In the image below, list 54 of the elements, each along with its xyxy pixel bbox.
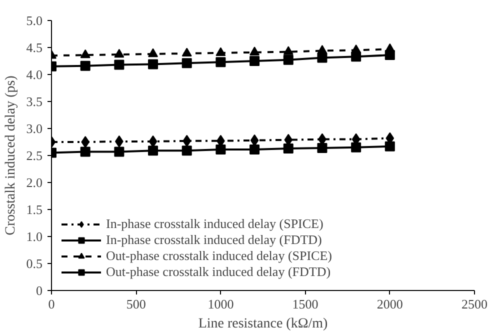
y-tick-label: 2.0 — [26, 175, 42, 190]
y-tick-label: 5.0 — [26, 13, 42, 28]
point — [250, 144, 260, 155]
y-tick-label: 3.5 — [26, 94, 42, 109]
point — [114, 146, 124, 157]
point — [148, 59, 158, 70]
point — [148, 135, 158, 148]
legend-label: Out-phase crosstalk induced delay (FDTD) — [106, 264, 331, 280]
point — [114, 60, 124, 70]
y-tick-label: 0 — [36, 283, 42, 298]
point — [216, 57, 226, 68]
x-tick-label: 0 — [48, 296, 55, 312]
point — [317, 45, 328, 54]
point — [81, 136, 90, 148]
point — [114, 48, 124, 58]
point — [182, 146, 192, 156]
point — [148, 48, 158, 58]
x-axis-title: Line resistance (kΩ/m) — [198, 316, 328, 332]
x-tick-label: 2500 — [462, 296, 488, 312]
x-tick-label: 1000 — [208, 296, 234, 312]
point — [182, 58, 192, 68]
point — [182, 134, 192, 147]
point — [80, 49, 90, 58]
point — [317, 142, 328, 153]
y-tick-label: 0.5 — [26, 256, 42, 271]
legend-label: In-phase crosstalk induced delay (SPICE) — [106, 216, 324, 232]
y-tick-label: 3.0 — [26, 121, 42, 136]
x-tick-label: 1500 — [292, 296, 318, 312]
point — [250, 46, 260, 56]
y-tick-label: 2.5 — [26, 148, 42, 163]
y-axis-title: Crosstalk induced delay (ps) — [3, 75, 18, 236]
point — [216, 144, 226, 155]
point — [80, 60, 90, 71]
y-tick-label: 4.0 — [26, 67, 42, 82]
legend-label: In-phase crosstalk induced delay (FDTD) — [106, 232, 322, 248]
x-tick-label: 500 — [126, 296, 146, 312]
point — [351, 142, 362, 152]
point — [351, 44, 362, 54]
point — [216, 47, 226, 56]
legend-label: Out-phase crosstalk induced delay (SPICE) — [106, 248, 332, 264]
point — [80, 146, 90, 157]
y-tick-label: 1.0 — [26, 229, 42, 244]
x-tick-label: 2000 — [376, 296, 403, 312]
point — [250, 56, 260, 66]
point — [148, 146, 158, 156]
point — [384, 141, 395, 152]
y-tick-label: 4.5 — [26, 40, 42, 55]
point — [283, 143, 294, 154]
point — [317, 52, 328, 63]
point — [283, 46, 294, 55]
point — [283, 54, 294, 65]
point — [384, 43, 395, 52]
point — [182, 48, 192, 57]
y-tick-label: 1.5 — [26, 202, 42, 217]
